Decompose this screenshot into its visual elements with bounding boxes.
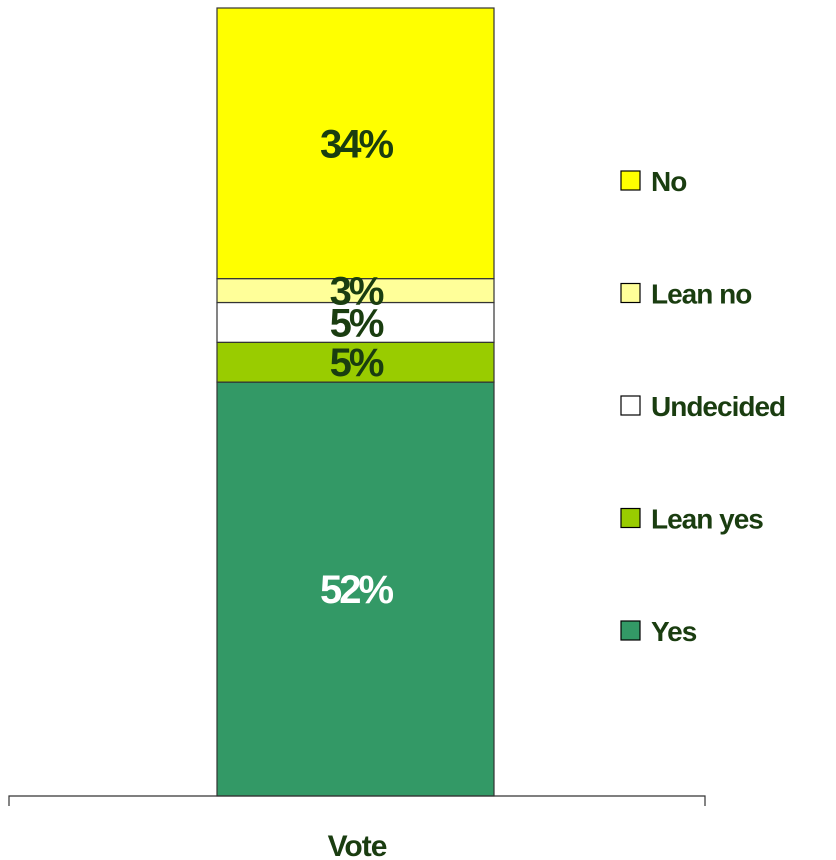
legend-label: Lean yes [651,504,763,535]
legend: No Lean no Undecided Lean yes Yes [620,166,786,647]
x-tick-label: Vote [328,830,387,860]
bar-segment-no [216,7,495,280]
data-label-lean-yes: 5% [330,341,384,385]
bar-segment-lean-yes [216,341,495,383]
legend-item-yes: Yes [620,616,698,647]
segment-labels: 52%5%5%3%34% [320,122,396,612]
legend-item-undecided: Undecided [620,391,786,422]
x-axis-line [8,795,706,806]
legend-label: No [651,166,687,197]
legend-item-lean-no: Lean no [620,279,753,310]
bar-segments [216,7,495,797]
legend-item-no: No [620,166,688,197]
legend-label: Lean no [651,279,752,310]
legend-label: Yes [651,616,697,647]
legend-swatch [620,282,641,304]
data-label-no: 34% [320,122,393,166]
legend-item-lean-yes: Lean yes [620,504,764,535]
legend-swatch [620,170,641,191]
data-label-yes: 52% [320,568,393,612]
data-label-undecided: 5% [330,301,384,345]
legend-swatch [620,507,641,529]
legend-swatch [620,620,641,641]
x-axis: Vote [8,795,706,860]
legend-label: Undecided [651,391,785,422]
bar-segment-yes [216,381,495,797]
legend-swatch [620,395,641,416]
data-label-lean-no: 3% [330,270,384,314]
